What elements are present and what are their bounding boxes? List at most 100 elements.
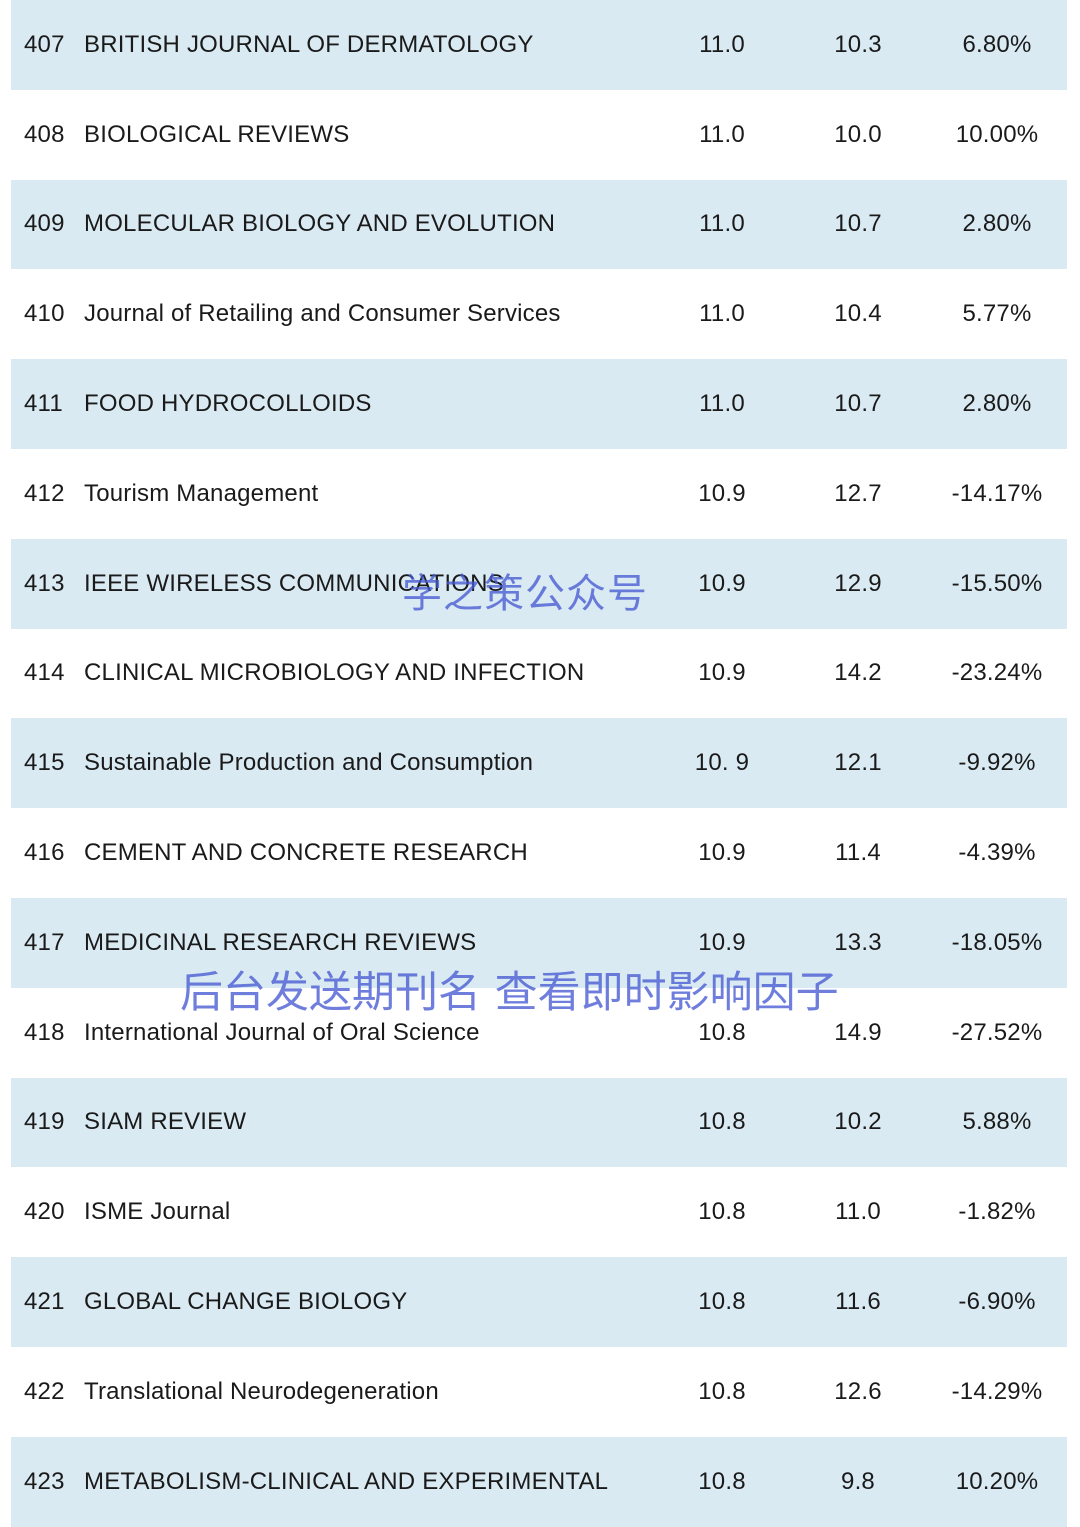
- impact-factor-cell: 10.8: [698, 1377, 746, 1405]
- table-row: 421 GLOBAL CHANGE BIOLOGY 10.8 11.6 -6.9…: [11, 1257, 1067, 1347]
- rank-cell: 419: [24, 1108, 65, 1136]
- change-percent-cell: -18.05%: [951, 928, 1043, 956]
- journal-name-cell: MEDICINAL RESEARCH REVIEWS: [84, 928, 477, 956]
- change-percent-cell: -15.50%: [951, 569, 1043, 597]
- impact-factor-cell: 11.0: [699, 120, 745, 148]
- previous-impact-factor-cell: 12.1: [834, 749, 882, 777]
- table-row: 410 Journal of Retailing and Consumer Se…: [11, 269, 1067, 359]
- change-percent-cell: 2.80%: [962, 210, 1032, 238]
- change-percent-cell: 10.00%: [955, 120, 1039, 148]
- journal-name-cell: BIOLOGICAL REVIEWS: [84, 120, 350, 148]
- change-percent-cell: 2.80%: [962, 390, 1032, 418]
- journal-name-cell: FOOD HYDROCOLLOIDS: [84, 390, 372, 418]
- table-row: 414 CLINICAL MICROBIOLOGY AND INFECTION …: [11, 629, 1067, 719]
- change-percent-cell: -6.90%: [958, 1288, 1036, 1316]
- journal-name-cell: Tourism Management: [84, 479, 319, 507]
- journal-name-cell: Sustainable Production and Consumption: [84, 749, 534, 777]
- table-row: 420 ISME Journal 10.8 11.0 -1.82%: [11, 1167, 1067, 1257]
- table-row: 412 Tourism Management 10.9 12.7 -14.17%: [11, 449, 1067, 539]
- previous-impact-factor-cell: 14.9: [834, 1018, 882, 1046]
- rank-cell: 407: [24, 30, 65, 58]
- previous-impact-factor-cell: 10.4: [834, 300, 882, 328]
- rank-cell: 422: [24, 1377, 65, 1405]
- impact-factor-cell: 10.8: [698, 1288, 746, 1316]
- journal-name-cell: METABOLISM-CLINICAL AND EXPERIMENTAL: [84, 1467, 609, 1495]
- previous-impact-factor-cell: 12.6: [834, 1377, 882, 1405]
- impact-factor-cell: 11.0: [699, 390, 745, 418]
- previous-impact-factor-cell: 10.3: [834, 30, 882, 58]
- rank-cell: 418: [24, 1018, 65, 1046]
- impact-factor-cell: 10.8: [698, 1018, 746, 1046]
- journal-name-cell: Journal of Retailing and Consumer Servic…: [84, 300, 561, 328]
- rank-cell: 411: [24, 390, 63, 418]
- previous-impact-factor-cell: 12.9: [834, 569, 882, 597]
- rank-cell: 413: [24, 569, 65, 597]
- journal-name-cell: CEMENT AND CONCRETE RESEARCH: [84, 839, 528, 867]
- table-row: 408 BIOLOGICAL REVIEWS 11.0 10.0 10.00%: [11, 90, 1067, 180]
- rank-cell: 412: [24, 479, 65, 507]
- previous-impact-factor-cell: 13.3: [834, 928, 882, 956]
- rank-cell: 416: [24, 839, 65, 867]
- change-percent-cell: -14.29%: [951, 1377, 1043, 1405]
- table-row: 407 BRITISH JOURNAL OF DERMATOLOGY 11.0 …: [11, 0, 1067, 90]
- table-row: 416 CEMENT AND CONCRETE RESEARCH 10.9 11…: [11, 808, 1067, 898]
- table-row: 423 METABOLISM-CLINICAL AND EXPERIMENTAL…: [11, 1436, 1067, 1527]
- table-row: 422 Translational Neurodegeneration 10.8…: [11, 1347, 1067, 1437]
- table-row: 415 Sustainable Production and Consumpti…: [11, 718, 1067, 809]
- table-row: 409 MOLECULAR BIOLOGY AND EVOLUTION 11.0…: [11, 179, 1067, 270]
- change-percent-cell: -27.52%: [951, 1018, 1043, 1046]
- impact-factor-cell: 10. 9: [694, 749, 750, 777]
- change-percent-cell: -14.17%: [951, 479, 1043, 507]
- journal-table: 407 BRITISH JOURNAL OF DERMATOLOGY 11.0 …: [11, 0, 1067, 1527]
- table-row: 417 MEDICINAL RESEARCH REVIEWS 10.9 13.3…: [11, 898, 1067, 988]
- previous-impact-factor-cell: 11.6: [835, 1288, 881, 1316]
- previous-impact-factor-cell: 11.0: [835, 1198, 881, 1226]
- impact-factor-cell: 10.9: [698, 479, 746, 507]
- table-row: 418 International Journal of Oral Scienc…: [11, 988, 1067, 1078]
- impact-factor-cell: 11.0: [699, 30, 745, 58]
- table-row: 411 FOOD HYDROCOLLOIDS 11.0 10.7 2.80%: [11, 359, 1067, 449]
- rank-cell: 420: [24, 1198, 65, 1226]
- rank-cell: 409: [24, 210, 65, 238]
- impact-factor-cell: 10.9: [698, 839, 746, 867]
- journal-name-cell: BRITISH JOURNAL OF DERMATOLOGY: [84, 30, 534, 58]
- rank-cell: 410: [24, 300, 65, 328]
- table-row: 413 IEEE WIRELESS COMMUNICATIONS 10.9 12…: [11, 538, 1067, 629]
- change-percent-cell: -23.24%: [951, 659, 1043, 687]
- previous-impact-factor-cell: 14.2: [834, 659, 882, 687]
- impact-factor-cell: 10.8: [698, 1108, 746, 1136]
- journal-name-cell: MOLECULAR BIOLOGY AND EVOLUTION: [84, 210, 556, 238]
- impact-factor-cell: 10.8: [698, 1467, 746, 1495]
- journal-name-cell: ISME Journal: [84, 1198, 231, 1226]
- change-percent-cell: 5.88%: [962, 1108, 1032, 1136]
- change-percent-cell: 5.77%: [962, 300, 1032, 328]
- rank-cell: 421: [24, 1288, 65, 1316]
- previous-impact-factor-cell: 10.0: [834, 120, 882, 148]
- impact-factor-cell: 10.9: [698, 569, 746, 597]
- change-percent-cell: -1.82%: [958, 1198, 1036, 1226]
- impact-factor-cell: 10.8: [698, 1198, 746, 1226]
- journal-name-cell: Translational Neurodegeneration: [84, 1377, 439, 1405]
- impact-factor-cell: 11.0: [699, 210, 745, 238]
- journal-name-cell: SIAM REVIEW: [84, 1108, 247, 1136]
- journal-name-cell: International Journal of Oral Science: [84, 1018, 480, 1046]
- rank-cell: 423: [24, 1467, 65, 1495]
- impact-factor-cell: 10.9: [698, 928, 746, 956]
- journal-name-cell: IEEE WIRELESS COMMUNICATIONS: [84, 569, 504, 597]
- journal-name-cell: CLINICAL MICROBIOLOGY AND INFECTION: [84, 659, 585, 687]
- impact-factor-cell: 10.9: [698, 659, 746, 687]
- change-percent-cell: -4.39%: [958, 839, 1036, 867]
- previous-impact-factor-cell: 9.8: [841, 1467, 875, 1495]
- rank-cell: 415: [24, 749, 65, 777]
- impact-factor-cell: 11.0: [699, 300, 745, 328]
- rank-cell: 408: [24, 120, 65, 148]
- change-percent-cell: 10.20%: [955, 1467, 1039, 1495]
- rank-cell: 417: [24, 928, 65, 956]
- previous-impact-factor-cell: 12.7: [834, 479, 882, 507]
- rank-cell: 414: [24, 659, 65, 687]
- previous-impact-factor-cell: 11.4: [835, 839, 881, 867]
- table-row: 419 SIAM REVIEW 10.8 10.2 5.88%: [11, 1077, 1067, 1168]
- journal-name-cell: GLOBAL CHANGE BIOLOGY: [84, 1288, 408, 1316]
- change-percent-cell: -9.92%: [958, 749, 1036, 777]
- previous-impact-factor-cell: 10.7: [834, 210, 882, 238]
